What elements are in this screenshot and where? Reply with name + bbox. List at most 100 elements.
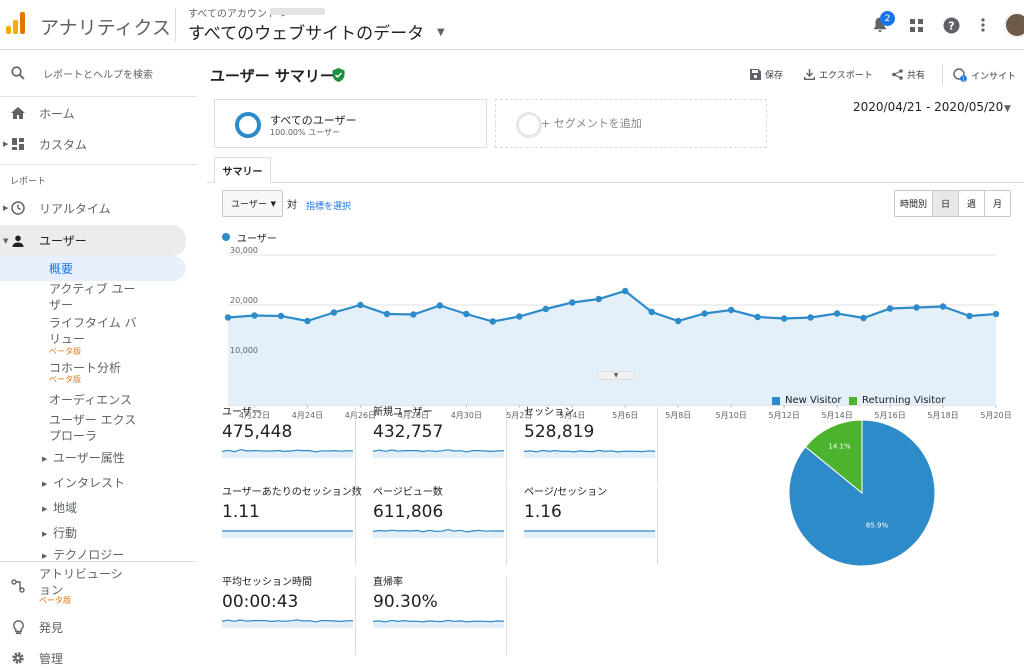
sidebar-subitem-behavior[interactable]: 行動 [53,526,78,540]
sidebar-subitem-demographics[interactable]: ユーザー属性 [53,451,125,465]
tab-summary[interactable]: サマリー [214,157,271,183]
sidebar-item-discover[interactable]: 発見 [0,613,186,641]
x-tick-label: 5月18日 [927,411,958,420]
sidebar-subitem-cohort[interactable]: コホート分析 [49,361,122,375]
data-point[interactable] [939,303,947,310]
data-point[interactable] [595,295,602,303]
metric-tile[interactable]: ユーザーあたりのセッション数 1.11 [222,487,364,538]
data-point[interactable] [675,317,682,325]
sidebar-subitem-geo[interactable]: 地域 [53,501,78,515]
metric-tile[interactable]: 平均セッション時間 00:00:43 [222,577,364,628]
sidebar-item-admin[interactable]: 管理 [0,644,186,670]
main-content: ユーザー サマリー 保存 エクスポート 共有 1 インサイト すべてのユーザー … [207,50,1024,670]
beta-label: ベータ版 [39,596,71,605]
sidebar-item-label: カスタム [39,137,88,152]
x-tick-label: 4月22日 [239,411,270,420]
insights-button[interactable]: 1 インサイト [953,68,1016,82]
sidebar-item-audience[interactable]: ▼ ユーザー [0,225,186,256]
metric-dropdown[interactable]: ユーザー ▼ [222,190,283,217]
account-breadcrumb[interactable]: すべてのアカウント > [188,9,289,20]
sidebar-item-home[interactable]: ホーム [0,99,186,127]
data-point[interactable] [780,315,788,322]
select-metric-link[interactable]: 指標を選択 [306,202,352,212]
date-range-picker[interactable]: 2020/04/21 - 2020/05/20 [853,100,1004,114]
add-segment-card[interactable]: + セグメントを追加 [495,99,767,148]
data-point[interactable] [516,313,523,320]
export-label: エクスポート [819,71,873,81]
share-button[interactable]: 共有 [892,68,925,81]
data-point[interactable] [992,310,1000,318]
data-point[interactable] [251,312,258,319]
data-point[interactable] [463,310,470,318]
metric-tile[interactable]: 新規ユーザー 432,757 [373,407,515,458]
sidebar-item-custom[interactable]: ▶ カスタム [0,130,186,158]
metric-tile[interactable]: ユーザー 475,448 [222,407,364,458]
export-button[interactable]: エクスポート [804,68,873,81]
data-point[interactable] [727,306,735,314]
metric-tile[interactable]: セッション 528,819 [524,407,666,458]
data-point[interactable] [330,309,338,316]
data-point[interactable] [913,304,920,311]
data-point[interactable] [648,308,655,316]
metric-value: 475,448 [222,422,293,442]
data-point[interactable] [489,318,497,325]
data-point[interactable] [357,301,364,309]
legend-label: Returning Visitor [862,395,946,406]
pie-slice[interactable] [788,419,936,567]
data-point[interactable] [860,314,867,322]
visitor-type-pie-chart: 85.9% 14.1% [788,419,936,567]
legend-label: New Visitor [785,395,842,406]
help-icon[interactable]: ? [940,14,962,36]
analytics-logo[interactable] [6,12,26,34]
sidebar-subitem-active-users[interactable]: アクティブ ユーザー [49,282,136,312]
metric-tile[interactable]: ページ/セッション 1.16 [524,487,666,538]
chevron-down-icon[interactable]: ▼ [437,27,445,38]
chart-collapse-handle[interactable]: ▼ [597,371,635,380]
sidebar-item-attribution[interactable]: アトリビューション [0,567,186,600]
data-point[interactable] [436,302,444,309]
data-point[interactable] [410,311,417,318]
more-vert-icon[interactable] [972,14,994,36]
action-divider [942,64,943,86]
data-point[interactable] [622,287,629,295]
sidebar-item-realtime[interactable]: ▶ リアルタイム [0,194,186,222]
data-point[interactable] [277,312,285,320]
segment-card-all-users[interactable]: すべてのユーザー 100.00% ユーザー [214,99,487,148]
data-point[interactable] [833,310,841,317]
data-point[interactable] [807,314,814,321]
data-point[interactable] [886,305,894,312]
sidebar-subitem-lifetime-value[interactable]: ライフタイム バリュー [49,316,137,346]
metric-label: セッション [524,407,574,418]
chevron-down-icon[interactable]: ▼ [1004,104,1011,114]
pie-slice[interactable] [804,419,863,495]
apps-grid-icon[interactable] [905,14,927,36]
data-point[interactable] [542,305,549,313]
expand-arrow-icon: ▶ [3,140,9,148]
metric-tile[interactable]: 直帰率 90.30% [373,577,515,628]
data-point[interactable] [304,317,311,325]
save-button[interactable]: 保存 [750,68,783,81]
data-point[interactable] [224,314,232,321]
data-point[interactable] [383,310,391,318]
granularity-month-button[interactable]: 月 [985,191,1010,216]
sidebar-search[interactable]: レポートとヘルプを検索 [0,59,186,87]
beta-label: ベータ版 [49,375,81,384]
sidebar-item-overview[interactable] [0,256,186,281]
sidebar-subitem-technology[interactable]: テクノロジー [53,548,125,561]
sparkline-fill [373,620,504,628]
data-point[interactable] [701,310,708,317]
sidebar-subitem-overview[interactable]: 概要 [49,262,74,276]
granularity-day-button[interactable]: 日 [933,191,959,216]
data-point[interactable] [754,313,761,321]
granularity-week-button[interactable]: 週 [959,191,985,216]
sidebar-subitem-audiences[interactable]: オーディエンス [49,393,132,407]
metric-tile[interactable]: ページビュー数 611,806 [373,487,515,538]
sidebar-subitem-user-explorer[interactable]: ユーザー エクスプローラ [49,413,137,443]
property-view-selector[interactable]: すべてのウェブサイトのデータ [188,24,425,44]
sidebar-subitem-interests[interactable]: インタレスト [53,476,126,490]
user-avatar[interactable] [1004,12,1024,38]
data-point[interactable] [966,312,973,320]
granularity-hourly-button[interactable]: 時間別 [895,191,933,216]
data-point[interactable] [569,299,576,306]
